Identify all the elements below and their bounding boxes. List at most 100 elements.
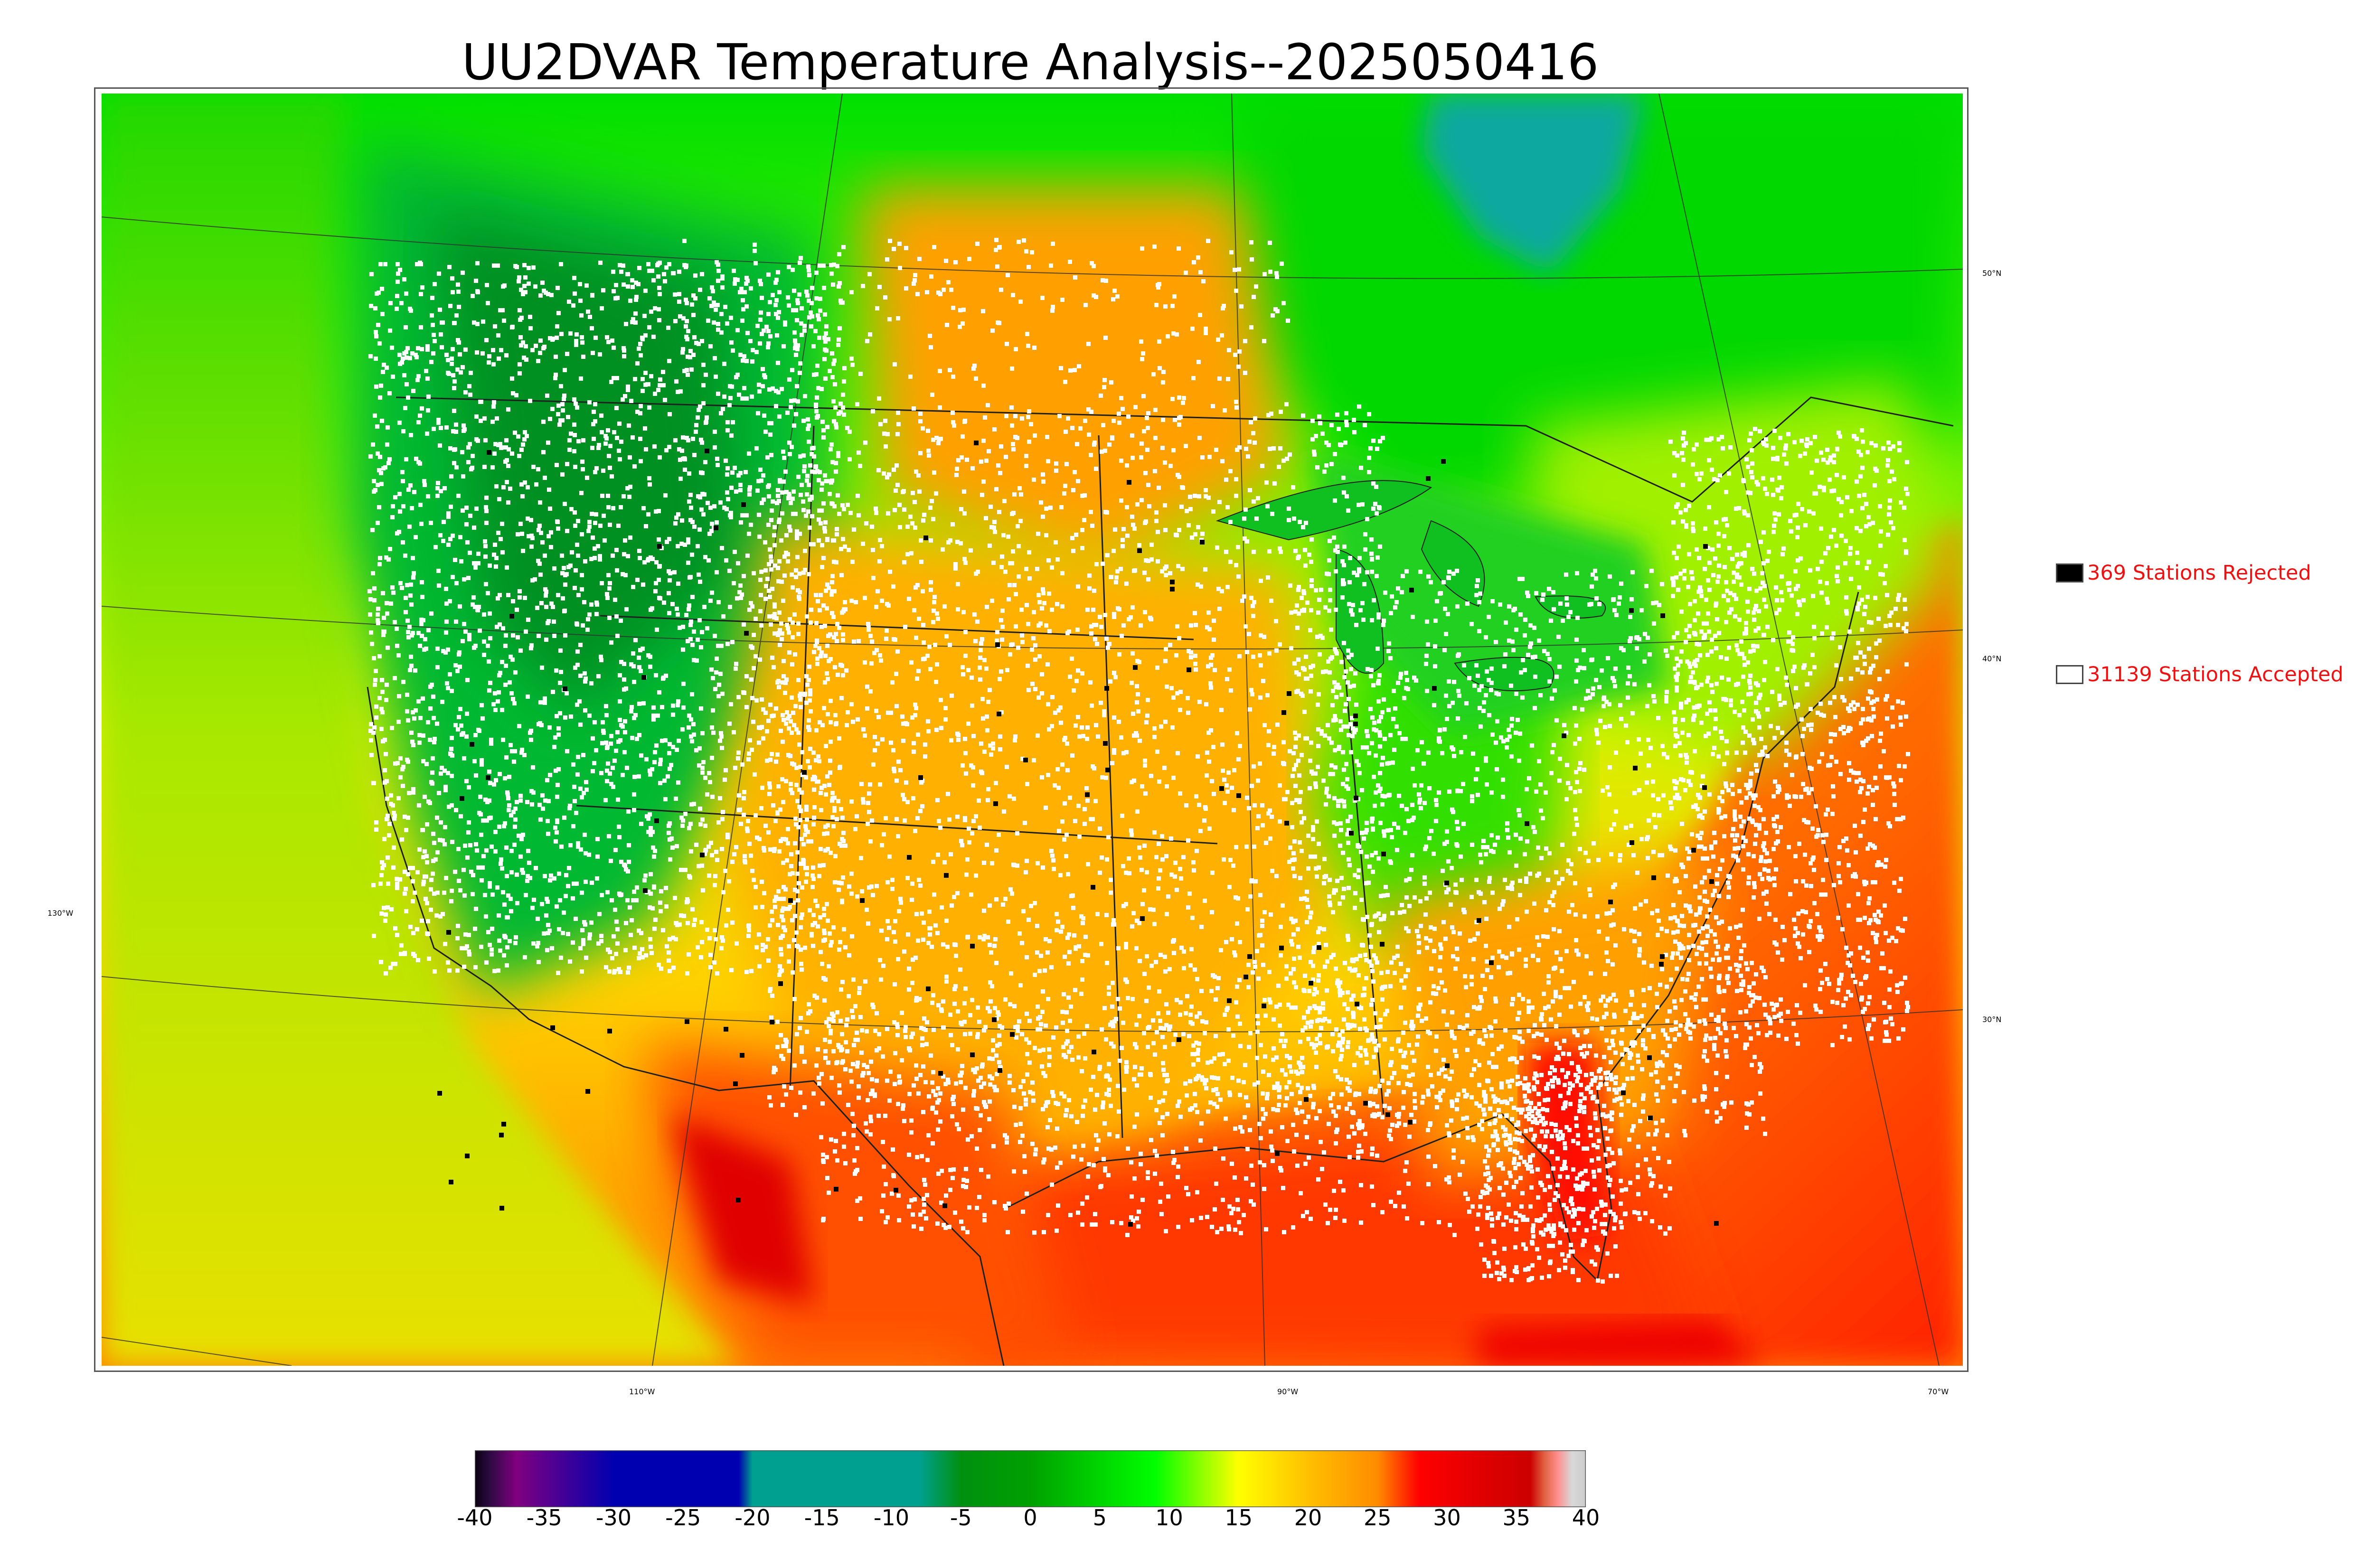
- station-accepted: [1281, 740, 1286, 744]
- station-accepted: [797, 881, 801, 885]
- station-accepted: [867, 1071, 871, 1075]
- station-accepted: [1329, 763, 1334, 768]
- station-accepted: [667, 831, 671, 835]
- station-accepted: [1146, 426, 1150, 430]
- station-accepted: [1339, 876, 1344, 880]
- station-accepted: [556, 726, 561, 731]
- station-accepted: [510, 451, 514, 456]
- station-accepted: [792, 612, 797, 617]
- station-accepted: [589, 681, 594, 685]
- station-accepted: [472, 526, 476, 530]
- station-accepted: [886, 919, 890, 923]
- station-accepted: [794, 575, 798, 579]
- station-accepted: [933, 595, 937, 599]
- station-accepted: [784, 490, 789, 494]
- station-accepted: [805, 683, 810, 687]
- station-accepted: [497, 497, 501, 501]
- station-accepted: [865, 706, 869, 711]
- station-accepted: [1121, 407, 1125, 411]
- station-accepted: [1044, 806, 1048, 810]
- station-accepted: [1347, 655, 1351, 659]
- station-accepted: [718, 739, 722, 743]
- station-accepted: [458, 707, 462, 711]
- station-accepted: [563, 633, 567, 638]
- station-accepted: [1117, 720, 1121, 724]
- station-accepted: [606, 761, 610, 766]
- station-accepted: [882, 471, 886, 476]
- station-accepted: [963, 737, 967, 741]
- station-accepted: [527, 861, 531, 865]
- station-accepted: [659, 758, 663, 762]
- station-accepted: [1016, 1024, 1020, 1029]
- station-accepted: [811, 865, 815, 870]
- station-accepted: [544, 638, 548, 642]
- station-accepted: [425, 901, 429, 905]
- station-accepted: [833, 405, 838, 410]
- station-accepted: [1248, 894, 1253, 899]
- station-accepted: [422, 880, 426, 884]
- station-accepted: [1085, 725, 1090, 730]
- station-accepted: [692, 453, 697, 457]
- station-accepted: [946, 540, 951, 545]
- station-accepted: [547, 929, 552, 933]
- station-accepted: [510, 325, 514, 329]
- station-accepted: [567, 438, 572, 442]
- station-accepted: [606, 340, 611, 344]
- station-accepted: [573, 586, 577, 590]
- station-accepted: [692, 732, 696, 737]
- station-accepted: [1190, 535, 1194, 540]
- station-accepted: [930, 945, 934, 949]
- station-accepted: [1363, 532, 1367, 536]
- station-accepted: [412, 571, 416, 575]
- station-accepted: [560, 472, 565, 477]
- station-accepted: [662, 272, 666, 276]
- station-accepted: [453, 723, 458, 727]
- station-accepted: [744, 396, 749, 401]
- station-accepted: [999, 710, 1004, 714]
- station-accepted: [628, 455, 632, 460]
- station-accepted: [1142, 571, 1147, 575]
- station-accepted: [1209, 685, 1213, 690]
- station-accepted: [775, 752, 780, 757]
- station-accepted: [701, 760, 706, 764]
- station-accepted: [761, 384, 765, 388]
- station-accepted: [487, 770, 491, 774]
- station-accepted: [408, 593, 413, 598]
- station-accepted: [716, 263, 720, 267]
- station-accepted: [888, 570, 892, 574]
- station-accepted: [446, 960, 450, 965]
- station-accepted: [778, 964, 782, 968]
- station-accepted: [1209, 989, 1214, 993]
- station-accepted: [1193, 494, 1197, 498]
- station-accepted: [639, 459, 643, 463]
- station-accepted: [1346, 680, 1350, 685]
- station-accepted: [568, 331, 573, 336]
- station-accepted: [1207, 760, 1211, 764]
- station-accepted: [668, 742, 672, 746]
- station-accepted: [678, 458, 682, 462]
- temperature-analysis-map[interactable]: [102, 94, 1963, 1366]
- station-accepted: [699, 955, 703, 959]
- station-accepted: [830, 791, 835, 795]
- station-accepted: [483, 544, 488, 548]
- station-accepted: [1050, 565, 1054, 570]
- station-accepted: [959, 839, 963, 843]
- station-accepted: [738, 807, 742, 812]
- station-accepted: [741, 298, 745, 302]
- station-accepted: [730, 860, 735, 864]
- station-accepted: [1117, 652, 1121, 657]
- station-accepted: [594, 512, 598, 516]
- station-accepted: [650, 830, 655, 834]
- station-accepted: [1291, 967, 1296, 971]
- station-accepted: [649, 826, 653, 830]
- station-accepted: [601, 288, 605, 292]
- station-accepted: [650, 906, 655, 911]
- station-accepted: [740, 513, 744, 517]
- station-accepted: [806, 759, 810, 763]
- station-accepted: [886, 711, 890, 715]
- station-accepted: [1084, 786, 1089, 790]
- station-accepted: [794, 412, 798, 416]
- station-accepted: [484, 582, 488, 586]
- station-accepted: [1080, 1069, 1084, 1073]
- station-accepted: [1012, 583, 1017, 587]
